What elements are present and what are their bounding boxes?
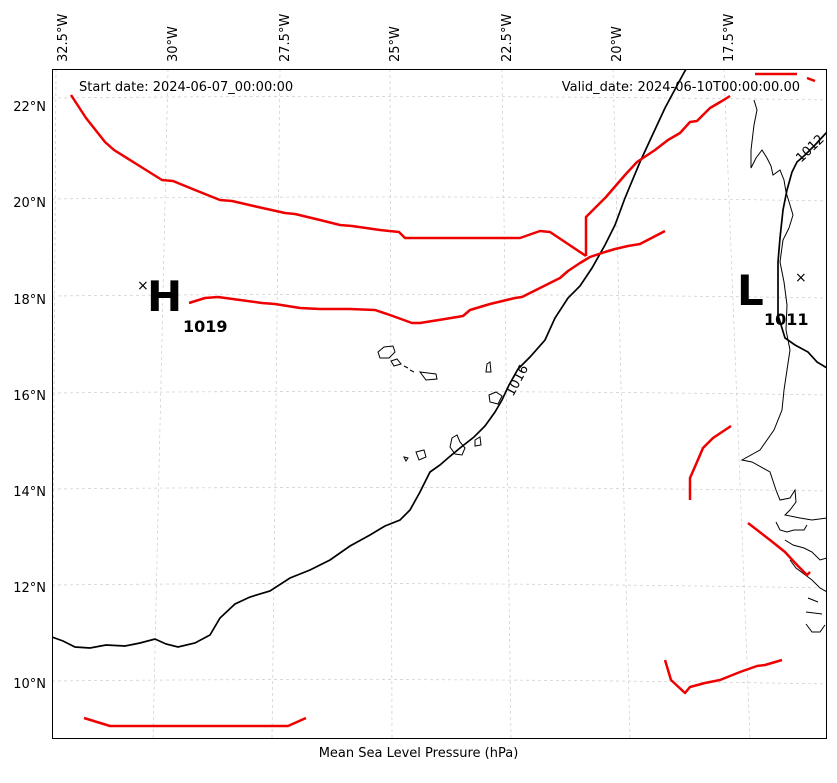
lat-label-16n: 16°N (13, 389, 46, 404)
front-line-7 (663, 658, 783, 695)
lon-label-30w: 30°W (166, 26, 181, 62)
front-line-1 (69, 94, 587, 258)
lon-label-27-5w: 27.5°W (278, 14, 293, 62)
fronts (69, 72, 816, 728)
low-center-marker: × (795, 270, 807, 286)
front-line-3 (584, 94, 731, 256)
footer-label: Mean Sea Level Pressure (hPa) (318, 746, 519, 761)
high-center-marker: × (137, 278, 149, 294)
graticule (52, 69, 827, 739)
map-frame (52, 69, 827, 739)
lat-label-22n: 22°N (13, 100, 46, 115)
low-pressure-center: × L 1011 (737, 266, 809, 329)
front-line-6 (747, 522, 811, 577)
lon-tick-labels: 32.5°W 30°W 27.5°W 25°W 22.5°W 20°W 17.5… (56, 14, 737, 62)
lat-tick-labels: 22°N 20°N 18°N 16°N 14°N 12°N 10°N (13, 100, 46, 692)
front-line-2 (188, 229, 666, 325)
high-letter: H (147, 272, 182, 321)
low-value: 1011 (764, 310, 809, 329)
start-date-label: Start date: 2024-06-07_00:00:00 (79, 80, 293, 95)
lon-label-25w: 25°W (388, 26, 403, 62)
lon-label-20w: 20°W (610, 26, 625, 62)
front-line-5 (688, 424, 732, 500)
lon-label-32-5w: 32.5°W (56, 14, 71, 62)
lon-label-22-5w: 22.5°W (500, 14, 515, 62)
valid-date-label: Valid_date: 2024-06-10T00:00:00.00 (562, 80, 800, 95)
plot-area: 1016 1012 × H 1019 × L 1011 (52, 69, 827, 739)
lon-label-17-5w: 17.5°W (722, 14, 737, 62)
high-pressure-center: × H 1019 (137, 272, 228, 336)
lat-label-20n: 20°N (13, 196, 46, 211)
lat-label-14n: 14°N (13, 485, 46, 500)
cape-verde-islands (377, 345, 503, 462)
high-value: 1019 (183, 317, 228, 336)
low-letter: L (737, 266, 764, 315)
isobar-1016 (52, 69, 687, 649)
lat-label-10n: 10°N (13, 677, 46, 692)
coastline-africa (740, 99, 827, 633)
lat-label-12n: 12°N (13, 581, 46, 596)
isobar-1012 (777, 131, 827, 369)
front-line-4 (755, 72, 816, 83)
isobar-1016-label: 1016 (503, 363, 532, 399)
lat-label-18n: 18°N (13, 293, 46, 308)
front-line-8 (83, 716, 307, 728)
